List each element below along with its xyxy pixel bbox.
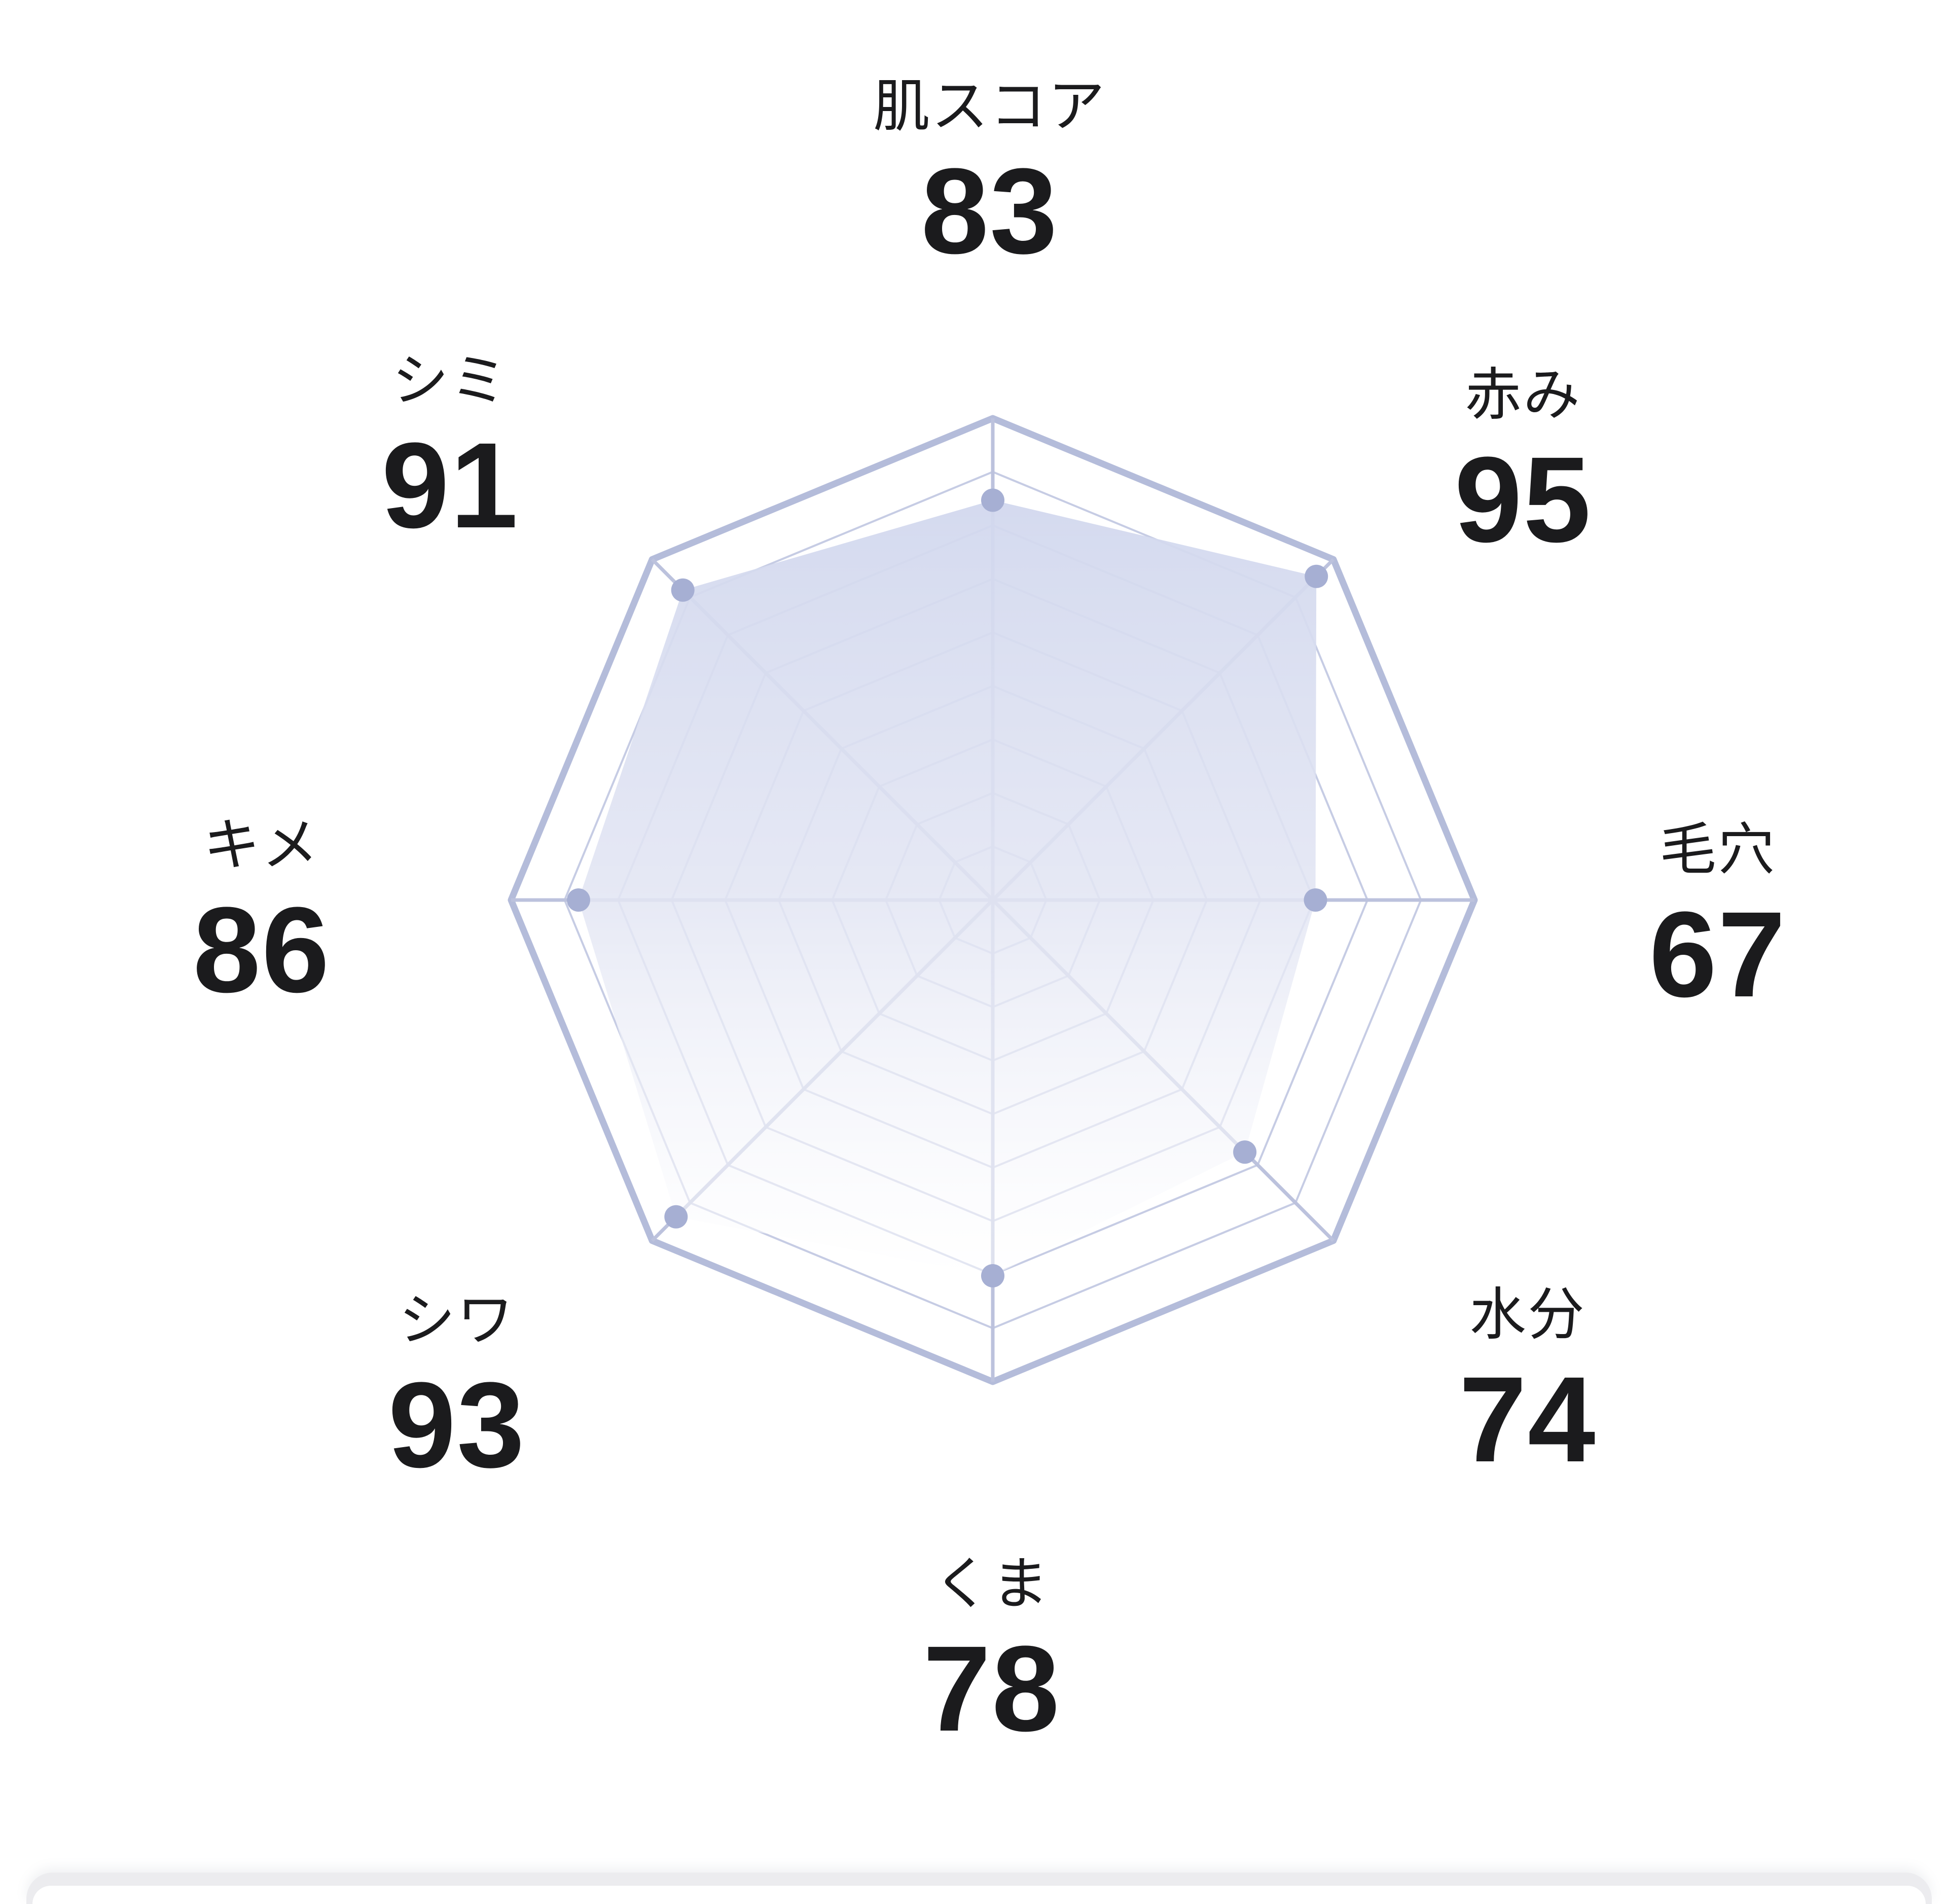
axis-block-skin-score: 肌スコア 83 [873, 74, 1106, 282]
axis-block-pores: 毛穴 67 [1649, 817, 1787, 1026]
axis-value: 67 [1649, 886, 1787, 1022]
axis-value: 83 [921, 143, 1059, 279]
axis-value: 91 [381, 417, 519, 553]
radar-data-polygon [579, 500, 1317, 1276]
radar-data-dot [671, 578, 695, 602]
radar-data-dot [1233, 1140, 1257, 1164]
radar-data-dot [664, 1205, 688, 1229]
radar-data-dot [1305, 564, 1328, 588]
axis-label: くま [933, 1552, 1050, 1615]
bottom-sheet-surface [32, 1886, 1926, 1904]
axis-label: 赤み [1464, 363, 1581, 426]
axis-value: 78 [923, 1621, 1061, 1756]
bottom-sheet[interactable] [26, 1873, 1932, 1904]
axis-block-redness: 赤み 95 [1455, 362, 1592, 571]
axis-block-dark-circles: くま 78 [923, 1551, 1061, 1760]
axis-block-moisture: 水分 74 [1459, 1282, 1597, 1491]
radar-data-dot [567, 888, 590, 912]
axis-label: 水分 [1469, 1283, 1586, 1346]
axis-label: 毛穴 [1659, 818, 1776, 881]
axis-value: 74 [1459, 1351, 1597, 1487]
radar-data-dot [981, 1264, 1004, 1287]
axis-value: 86 [193, 882, 331, 1018]
axis-label: シミ [391, 349, 509, 412]
radar-data-dot [1304, 888, 1327, 912]
axis-label: 肌スコア [873, 75, 1106, 138]
axis-block-texture: キメ 86 [193, 812, 331, 1021]
axis-block-wrinkles: シワ 93 [388, 1287, 526, 1496]
radar-data-dot [981, 488, 1004, 512]
axis-block-spots: シミ 91 [382, 348, 519, 557]
axis-label: キメ [203, 813, 320, 877]
axis-value: 95 [1454, 432, 1592, 567]
axis-label: シワ [398, 1288, 515, 1352]
axis-value: 93 [388, 1357, 526, 1493]
